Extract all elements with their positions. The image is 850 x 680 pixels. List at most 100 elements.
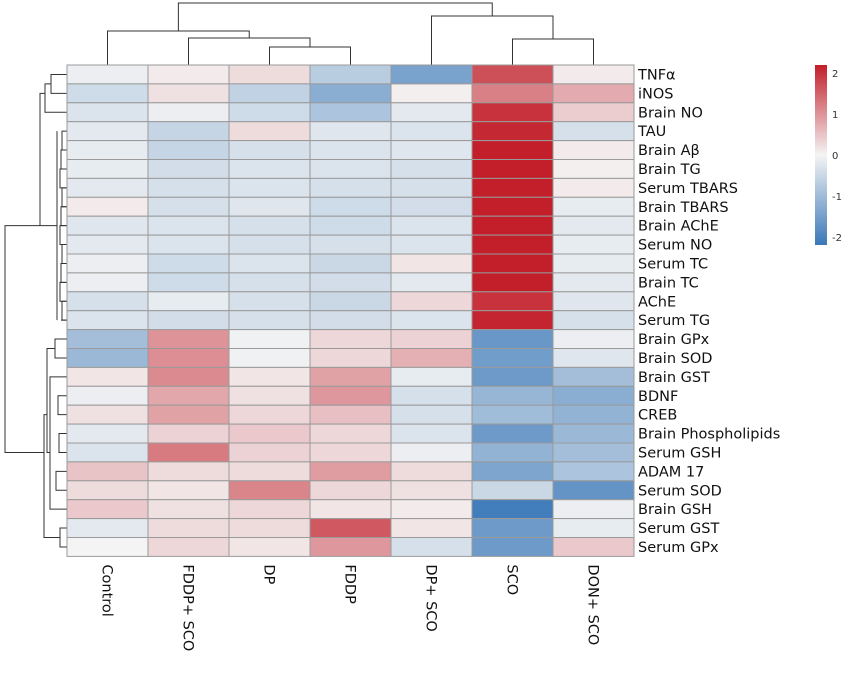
heatmap-cell xyxy=(552,461,635,482)
heatmap-cell xyxy=(390,159,473,179)
heatmap-cell xyxy=(309,291,392,312)
heatmap-cell xyxy=(66,121,149,142)
heatmap-cell xyxy=(228,121,311,142)
heatmap-cell xyxy=(147,499,230,520)
heatmap-cell xyxy=(471,196,554,217)
heatmap-cell xyxy=(147,348,230,368)
heatmap-cell xyxy=(66,196,149,217)
row-dendrogram-branch xyxy=(60,262,67,283)
row-dendrogram-branch xyxy=(44,83,67,113)
row-label: TAU xyxy=(637,124,666,140)
heatmap-cell xyxy=(552,64,635,85)
heatmap-cell xyxy=(66,310,149,331)
heatmap-cell xyxy=(147,310,230,331)
heatmap-cell xyxy=(228,537,311,557)
row-dendrogram-branch xyxy=(55,470,67,491)
heatmap-cell xyxy=(471,83,554,104)
row-dendrogram xyxy=(4,73,67,548)
heatmap-cell xyxy=(147,121,230,142)
column-label: DON+ SCO xyxy=(585,564,601,645)
row-dendrogram-branch xyxy=(4,225,44,453)
row-dendrogram-branch xyxy=(59,225,67,246)
heatmap-cell xyxy=(390,366,473,387)
heatmap-cell xyxy=(390,348,473,368)
legend-tick-label: 2 xyxy=(832,69,838,80)
heatmap-cell xyxy=(390,310,473,331)
heatmap-cell xyxy=(471,366,554,387)
heatmap-cell xyxy=(552,102,635,123)
heatmap-cell xyxy=(552,348,635,368)
heatmap-cell xyxy=(147,518,230,538)
heatmap-cell xyxy=(309,461,392,482)
heatmap-cell xyxy=(552,537,635,557)
heatmap-cell xyxy=(147,480,230,501)
column-labels: Control FDDP+ SCO DP FDDP DP+ SCO SCO DON+ SCO xyxy=(99,564,601,651)
heatmap-cell xyxy=(552,366,635,387)
heatmap-cells xyxy=(66,64,635,557)
heatmap-cell xyxy=(309,64,392,85)
row-label: Brain TBARS xyxy=(638,200,729,216)
column-label: DP+ SCO xyxy=(423,564,439,631)
heatmap-cell xyxy=(228,177,311,198)
heatmap-cell xyxy=(228,102,311,123)
heatmap-cell xyxy=(309,121,392,142)
heatmap-cell xyxy=(228,83,311,104)
row-dendrogram-branch xyxy=(61,244,67,264)
heatmap-cell xyxy=(390,291,473,312)
heatmap-cell xyxy=(66,234,149,255)
heatmap-cell xyxy=(147,196,230,217)
row-label: AChE xyxy=(638,294,676,310)
row-label: Serum TBARS xyxy=(638,181,738,197)
legend-tick-label: -1 xyxy=(832,192,842,203)
heatmap-cell xyxy=(309,366,392,387)
column-dendrogram-branch xyxy=(188,37,311,65)
column-dendrogram-branch xyxy=(269,46,351,65)
heatmap-cell xyxy=(552,140,635,161)
column-dendrogram-branch xyxy=(177,2,493,31)
heatmap-cell xyxy=(309,196,392,217)
heatmap-cell xyxy=(471,385,554,406)
row-dendrogram-branch xyxy=(61,130,67,151)
heatmap-cell xyxy=(228,140,311,161)
heatmap-cell xyxy=(147,442,230,463)
heatmap-cell xyxy=(147,461,230,482)
row-label: Brain Aβ xyxy=(638,143,700,159)
heatmap-cell xyxy=(147,215,230,236)
heatmap-cell xyxy=(471,102,554,123)
row-dendrogram-branch xyxy=(60,206,67,227)
legend-tick-label: -2 xyxy=(832,233,842,244)
heatmap-cell xyxy=(228,159,311,179)
heatmap-cell xyxy=(66,404,149,425)
column-dendrogram-branch xyxy=(107,30,250,65)
heatmap-cell xyxy=(390,121,473,142)
heatmap-cell xyxy=(66,499,149,520)
heatmap-cell xyxy=(390,102,473,123)
heatmap-cell xyxy=(390,499,473,520)
color-legend-ticks: 2 1 0 -1 -2 xyxy=(832,69,842,244)
heatmap-cell xyxy=(228,64,311,85)
heatmap-cell xyxy=(228,518,311,538)
heatmap-cell xyxy=(390,385,473,406)
heatmap-cell xyxy=(471,215,554,236)
heatmap-cell xyxy=(147,253,230,274)
heatmap-cell xyxy=(147,64,230,85)
heatmap-cell xyxy=(309,404,392,425)
row-dendrogram-branch xyxy=(39,92,57,227)
heatmap-cell xyxy=(228,461,311,482)
heatmap-cell xyxy=(66,329,149,350)
heatmap-cell xyxy=(309,102,392,123)
heatmap-cell xyxy=(552,121,635,142)
heatmap-cell xyxy=(471,329,554,350)
heatmap-cell xyxy=(552,159,635,179)
heatmap-cell xyxy=(471,291,554,312)
row-label: Serum GPx xyxy=(638,540,719,556)
row-label: Brain TC xyxy=(638,275,699,291)
heatmap-cell xyxy=(552,177,635,198)
heatmap-cell xyxy=(66,366,149,387)
row-label: Brain TG xyxy=(638,162,701,178)
heatmap-cell xyxy=(66,291,149,312)
heatmap-cell xyxy=(309,537,392,557)
heatmap-cell xyxy=(66,177,149,198)
heatmap-cell xyxy=(66,385,149,406)
